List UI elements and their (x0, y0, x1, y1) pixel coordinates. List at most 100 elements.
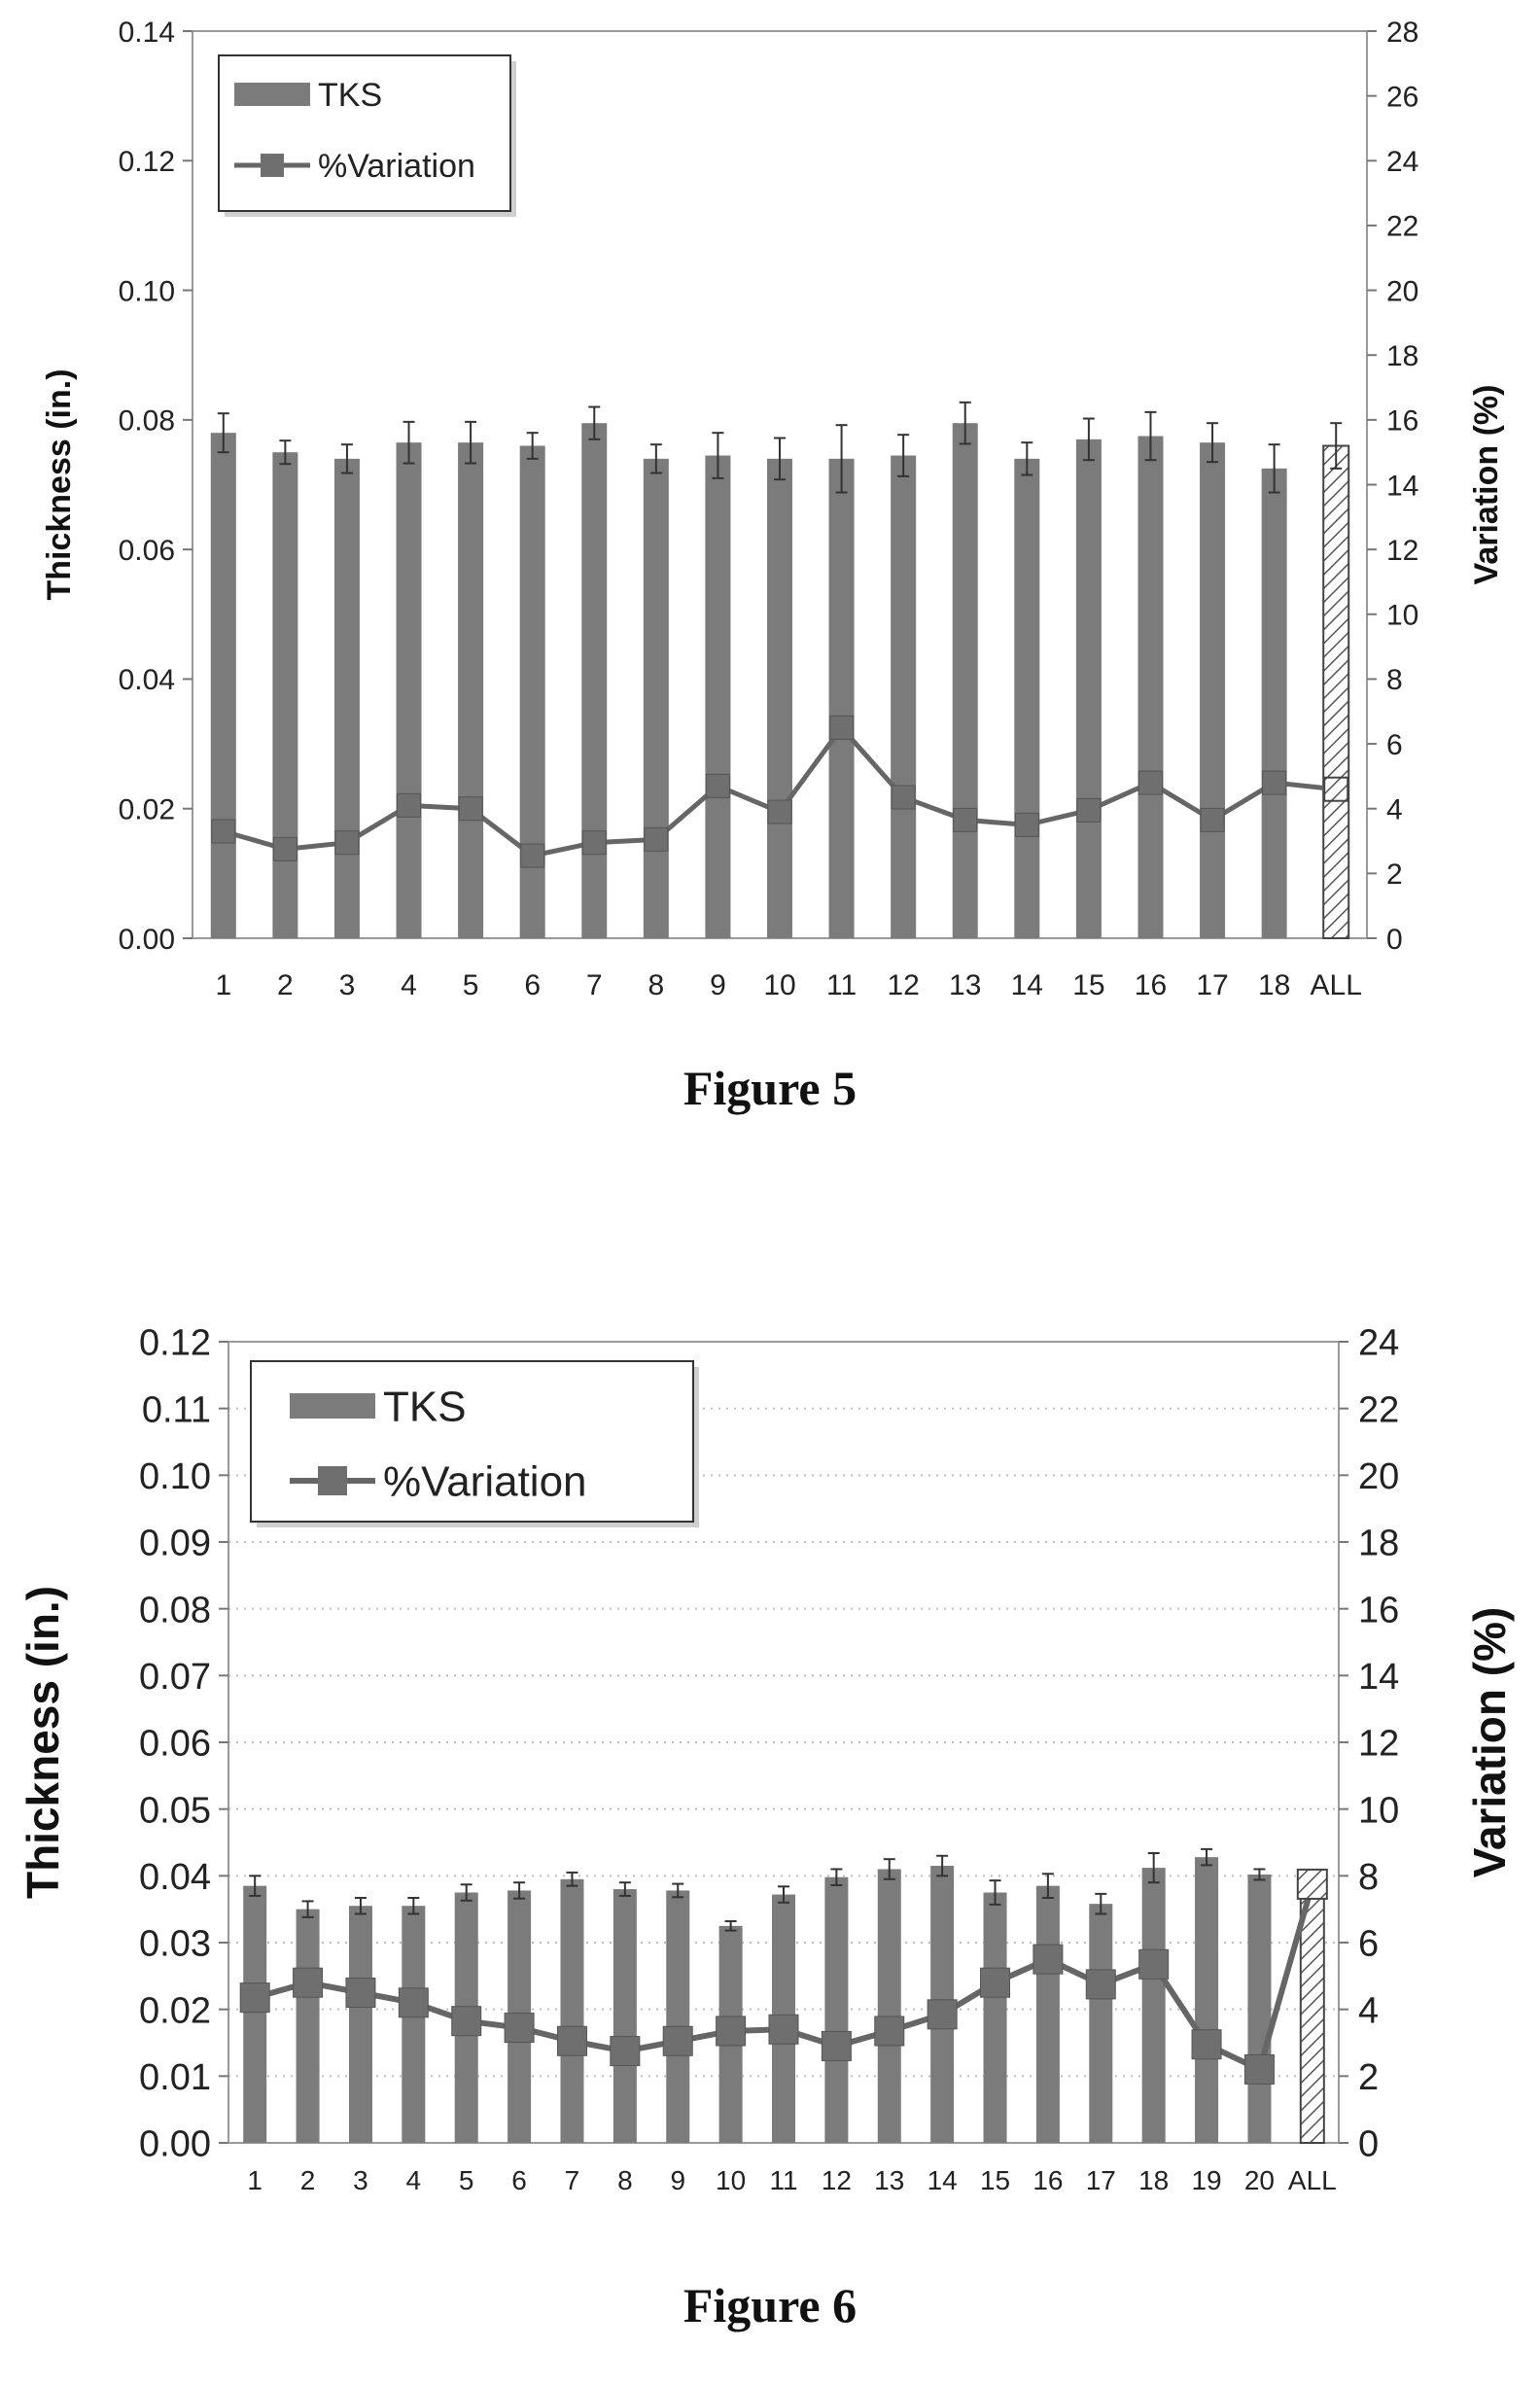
y2-tick-label: 24 (1358, 1323, 1399, 1364)
y-axis-label: Thickness (in.) (18, 1586, 68, 1899)
bar (952, 423, 978, 938)
y-tick-label: 0.01 (139, 2057, 211, 2098)
y2-tick-label: 0 (1386, 924, 1403, 956)
y2-tick-label: 4 (1386, 794, 1403, 826)
variation-marker (1138, 1948, 1170, 1980)
variation-marker (829, 715, 855, 740)
legend-label-tks: TKS (383, 1383, 467, 1430)
bar (828, 458, 855, 938)
y2-tick-label: 18 (1386, 340, 1418, 372)
bar (396, 442, 422, 938)
variation-marker (504, 2013, 535, 2044)
variation-marker (458, 796, 483, 822)
y-tick-label: 0.06 (119, 535, 175, 567)
x-tick-label: 2 (300, 2165, 316, 2195)
x-tick-label: 10 (763, 969, 795, 1001)
bar (891, 455, 917, 938)
legend-swatch-variation-marker (318, 1466, 347, 1495)
y2-tick-label: 8 (1386, 664, 1403, 696)
x-tick-label: 7 (586, 969, 603, 1001)
figure-6-caption: Figure 6 (682, 2278, 858, 2332)
x-tick-label: 14 (928, 2165, 958, 2195)
x-tick-label: 16 (1135, 969, 1167, 1001)
x-tick-label: 11 (826, 969, 857, 1001)
y-tick-label: 0.00 (139, 2124, 211, 2165)
variation-marker (767, 799, 792, 824)
y2-tick-label: 10 (1358, 1790, 1399, 1831)
x-tick-label: ALL (1311, 969, 1362, 1001)
variation-marker (980, 1967, 1011, 1998)
x-tick-label: 9 (670, 2165, 685, 2195)
bar (1299, 1881, 1325, 2144)
variation-marker (716, 2016, 747, 2047)
x-tick-label: 1 (215, 969, 231, 1001)
x-tick-label: 11 (769, 2165, 797, 2195)
y2-tick-label: 26 (1386, 81, 1418, 113)
y2-tick-label: 8 (1358, 1857, 1379, 1898)
legend-box (218, 54, 511, 212)
variation-marker (1014, 812, 1039, 837)
bar (643, 458, 669, 938)
variation-marker (520, 843, 545, 868)
x-tick-label: 14 (1011, 969, 1043, 1001)
bar (1200, 442, 1226, 938)
y-tick-label: 0.02 (139, 1990, 211, 2031)
y2-tick-label: 22 (1386, 211, 1418, 243)
x-tick-label: 8 (648, 969, 664, 1001)
variation-marker (272, 836, 298, 861)
y2-tick-label: 22 (1358, 1389, 1399, 1430)
bar (272, 452, 298, 938)
y2-tick-label: 20 (1358, 1456, 1399, 1497)
legend: TKS %Variation (250, 1360, 699, 1527)
x-tick-label: 18 (1258, 969, 1290, 1001)
x-tick-label: 12 (887, 969, 919, 1001)
variation-marker (581, 830, 607, 856)
legend-swatch-tks (290, 1393, 375, 1419)
x-tick-label: 1 (247, 2165, 262, 2195)
variation-marker (644, 826, 669, 852)
legend: TKS %Variation (218, 54, 516, 217)
y-tick-label: 0.05 (139, 1790, 211, 1831)
x-tick-label: 8 (617, 2165, 633, 2195)
y2-tick-label: 6 (1386, 729, 1403, 761)
variation-marker (768, 2014, 799, 2045)
y2-tick-label: 16 (1358, 1590, 1399, 1630)
bar (458, 442, 484, 938)
variation-marker (610, 2036, 641, 2067)
x-tick-label: 15 (1072, 969, 1104, 1001)
x-tick-label: 9 (710, 969, 726, 1001)
variation-marker (293, 1967, 324, 1998)
variation-marker (211, 819, 236, 844)
variation-marker (1296, 1868, 1328, 1900)
x-tick-label: 16 (1032, 2165, 1063, 2195)
y2-tick-label: 12 (1386, 535, 1418, 567)
y-tick-label: 0.10 (139, 1456, 211, 1497)
y2-tick-label: 24 (1386, 146, 1418, 178)
x-tick-label: 6 (524, 969, 541, 1001)
x-tick-label: 5 (459, 2165, 474, 2195)
y-tick-label: 0.06 (139, 1724, 211, 1765)
y2-axis-label: Variation (%) (1468, 385, 1505, 585)
variation-marker (1085, 1969, 1116, 2000)
bar (824, 1876, 849, 2143)
y-tick-label: 0.00 (119, 924, 175, 956)
x-tick-label: 6 (511, 2165, 527, 2195)
variation-marker (874, 2016, 905, 2047)
y-tick-label: 0.08 (139, 1590, 211, 1630)
variation-marker (891, 785, 916, 810)
y2-tick-label: 20 (1386, 275, 1418, 307)
x-tick-label: 7 (565, 2165, 580, 2195)
variation-marker (705, 773, 730, 798)
bar (560, 1878, 584, 2143)
x-tick-label: 5 (463, 969, 479, 1001)
bar (1035, 1885, 1060, 2143)
variation-marker (1138, 770, 1163, 795)
variation-marker (927, 1999, 958, 2030)
y-tick-label: 0.10 (119, 275, 175, 307)
bar (333, 458, 360, 938)
figure-6-chart: 0.00 0.01 0.02 0.03 0.04 0.05 0.06 0.07 0.08 0.09… (18, 1323, 1515, 2195)
figure-5-caption: Figure 5 (682, 1061, 858, 1115)
x-tick-label: 20 (1244, 2165, 1275, 2195)
bar (348, 1906, 372, 2143)
variation-marker (451, 2006, 482, 2037)
